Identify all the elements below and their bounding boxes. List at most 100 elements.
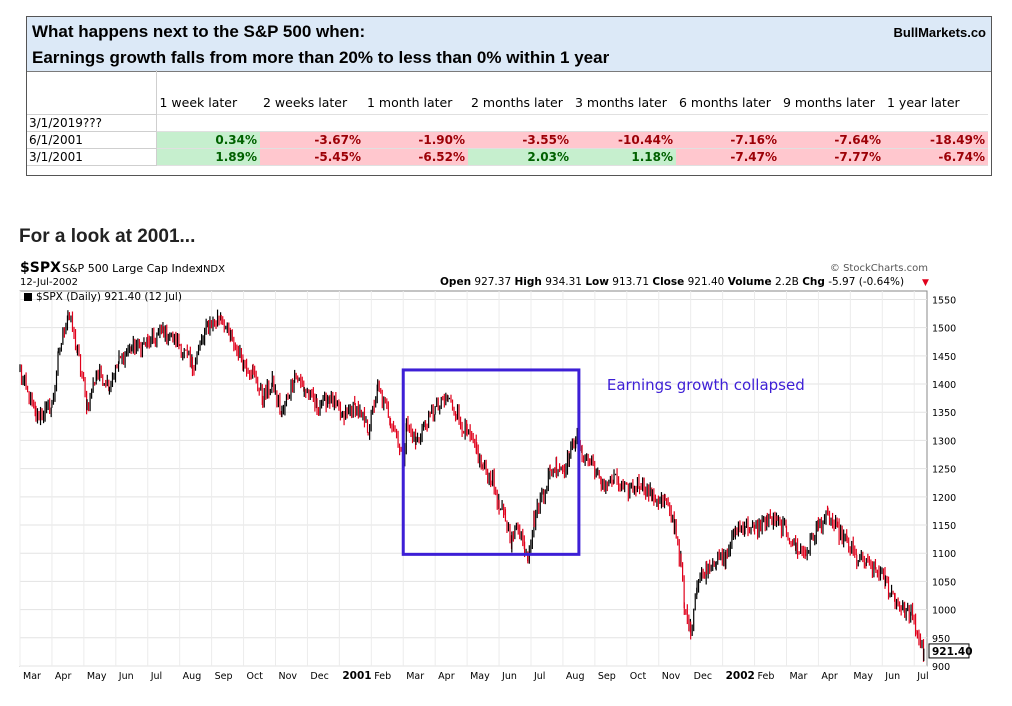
y-tick-label: 950: [932, 634, 950, 645]
return-cell: 0.34%: [156, 131, 260, 149]
return-cell: [780, 114, 884, 132]
return-cell: [676, 114, 780, 132]
return-cell: 1.18%: [572, 148, 676, 166]
down-arrow-icon: ▼: [922, 278, 929, 288]
chart-legend: $SPX (Daily) 921.40 (12 Jul): [36, 291, 182, 303]
y-tick-label: 1200: [932, 493, 956, 504]
return-cell: -5.45%: [260, 148, 364, 166]
performance-table: What happens next to the S&P 500 when: E…: [26, 16, 992, 176]
y-tick-label: 1550: [932, 295, 956, 306]
last-price-label: 921.40: [932, 646, 973, 658]
return-cell: -6.52%: [364, 148, 468, 166]
x-tick-label: Feb: [758, 671, 775, 682]
volume-label: Volume: [728, 276, 772, 288]
y-tick-label: 1150: [932, 521, 956, 532]
high-label: High: [514, 276, 541, 288]
chg-value: -5.97 (-0.64%): [828, 276, 904, 288]
chart-index-name: S&P 500 Large Cap Index: [62, 262, 202, 275]
x-tick-label: Jul: [150, 671, 162, 682]
return-cell: -3.55%: [468, 131, 572, 149]
open-label: Open: [440, 276, 471, 288]
column-header: 2 months later: [468, 70, 572, 115]
header-blank-cell: [26, 70, 157, 115]
return-cell: -10.44%: [572, 131, 676, 149]
return-cell: -1.90%: [364, 131, 468, 149]
x-tick-label: Jul: [533, 671, 545, 682]
table-header: What happens next to the S&P 500 when: E…: [26, 16, 992, 72]
y-tick-label: 900: [932, 662, 950, 673]
x-tick-label: 2002: [726, 670, 755, 682]
y-tick-label: 1450: [932, 352, 956, 363]
x-tick-label: Jul: [916, 671, 928, 682]
x-tick-label: Oct: [630, 671, 647, 682]
x-axis: Mar Apr May Jun Jul Aug Sep Oct Nov Dec 2001 Feb Mar…: [23, 670, 929, 682]
spx-price-chart: $SPX S&P 500 Large Cap Index INDX 12-Jul…: [19, 260, 973, 682]
return-cell: -6.74%: [884, 148, 988, 166]
x-tick-label: 2001: [342, 670, 371, 682]
close-label: Close: [652, 276, 684, 288]
x-tick-label: May: [87, 671, 107, 682]
x-tick-label: Apr: [55, 671, 72, 682]
x-tick-label: Mar: [789, 671, 807, 682]
chart-date: 12-Jul-2002: [20, 277, 78, 288]
low-value: 913.71: [612, 276, 649, 288]
x-tick-label: Jun: [501, 671, 517, 682]
y-tick-label: 1050: [932, 577, 956, 588]
row-date: 6/1/2001: [26, 131, 157, 149]
x-tick-label: Jun: [118, 671, 134, 682]
close-value: 921.40: [688, 276, 725, 288]
chart-exchange: INDX: [200, 264, 225, 275]
y-tick-label: 1100: [932, 549, 956, 560]
return-cell: [572, 114, 676, 132]
x-tick-label: Aug: [183, 671, 202, 682]
column-header: 6 months later: [676, 70, 780, 115]
volume-value: 2.2B: [775, 276, 799, 288]
high-value: 934.31: [545, 276, 582, 288]
y-tick-label: 1350: [932, 408, 956, 419]
x-tick-label: Sep: [598, 671, 616, 682]
column-header: 1 month later: [364, 70, 468, 115]
return-cell: [468, 114, 572, 132]
return-cell: -7.64%: [780, 131, 884, 149]
return-cell: -18.49%: [884, 131, 988, 149]
table-row: 3/1/2019???: [26, 114, 988, 132]
table-row: 3/1/2001 1.89% -5.45% -6.52% 2.03% 1.18% -7.47…: [26, 148, 988, 166]
open-value: 927.37: [474, 276, 511, 288]
column-header: 1 year later: [884, 70, 988, 115]
y-tick-label: 1300: [932, 436, 956, 447]
x-tick-label: May: [470, 671, 490, 682]
plot-area: [19, 290, 928, 667]
x-tick-label: Dec: [694, 671, 712, 682]
table-row: 6/1/2001 0.34% -3.67% -1.90% -3.55% -10.44% -7…: [26, 131, 988, 149]
column-header: 3 months later: [572, 70, 676, 115]
quote-bar: Open 927.37 High 934.31 Low 913.71 Close…: [440, 276, 929, 288]
section-heading: For a look at 2001...: [19, 226, 196, 247]
x-tick-label: Nov: [662, 671, 681, 682]
x-tick-label: Jun: [884, 671, 900, 682]
x-tick-label: Nov: [278, 671, 297, 682]
y-tick-label: 1000: [932, 606, 956, 617]
row-date: 3/1/2001: [26, 148, 157, 166]
x-tick-label: Aug: [566, 671, 585, 682]
grid-lines: [19, 291, 927, 667]
x-tick-label: Mar: [23, 671, 41, 682]
y-tick-label: 1500: [932, 324, 956, 335]
return-cell: 2.03%: [468, 148, 572, 166]
x-tick-label: Apr: [821, 671, 838, 682]
chg-label: Chg: [802, 276, 825, 288]
brand-label: BullMarkets.co: [893, 25, 986, 40]
y-tick-label: 1250: [932, 465, 956, 476]
table-title: What happens next to the S&P 500 when:: [32, 22, 366, 41]
chart-annotation: Earnings growth collapsed: [607, 376, 805, 394]
return-cell: [156, 114, 260, 132]
last-price-tag: 921.40: [928, 643, 973, 659]
return-cell: [884, 114, 988, 132]
return-cell: -7.47%: [676, 148, 780, 166]
column-header: 9 months later: [780, 70, 884, 115]
x-tick-label: Sep: [215, 671, 233, 682]
svg-text:Open 927.37 High 934.31 Low 91: Open 927.37 High 934.31 Low 913.71 Close…: [440, 276, 904, 288]
return-cell: -7.16%: [676, 131, 780, 149]
return-cell: [260, 114, 364, 132]
y-tick-label: 1400: [932, 380, 956, 391]
return-cell: -3.67%: [260, 131, 364, 149]
